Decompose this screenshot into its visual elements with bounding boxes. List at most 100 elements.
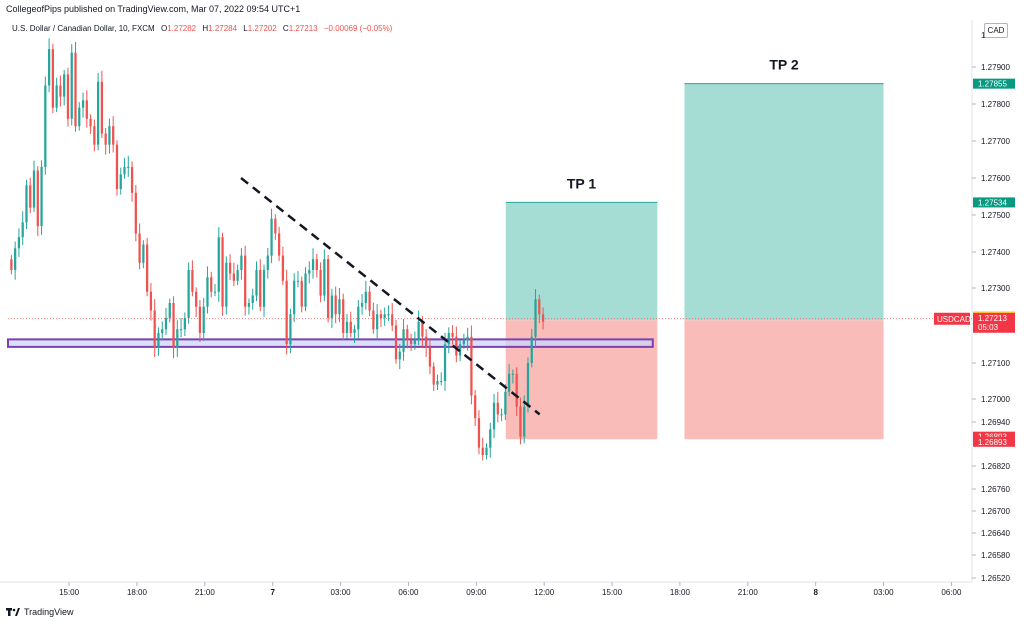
candle-body (176, 329, 179, 348)
price-tick-label: 1.27400 (981, 248, 1010, 257)
candle-body (270, 218, 273, 256)
candle-body (345, 321, 349, 333)
candle-body (164, 318, 168, 330)
candle-body (293, 280, 296, 315)
candle-body (183, 318, 186, 330)
candle-body (251, 295, 254, 303)
grid (0, 20, 973, 583)
candle-body (353, 329, 356, 333)
high-value: 1.27284 (208, 24, 238, 33)
candle-body (51, 49, 55, 108)
time-tick-label: 7 (270, 588, 275, 597)
symbol-tag-label: USDCAD (937, 315, 971, 324)
candle-body (323, 259, 326, 296)
top-bar: CollegeofPips published on TradingView.c… (0, 0, 1024, 20)
candle-body (406, 329, 409, 341)
price-tag-bg (973, 312, 1015, 333)
candle-body (85, 100, 88, 119)
position-zones (505, 83, 884, 440)
time-tick-label: 15:00 (602, 588, 623, 597)
candle-body (44, 85, 47, 167)
symbol-legend: U.S. Dollar / Canadian Dollar, 10, FXCM … (12, 24, 392, 33)
close-value: 1.27213 (288, 24, 318, 33)
time-tick-label: 03:00 (874, 588, 895, 597)
candle-body (281, 255, 285, 281)
candle-body (496, 402, 499, 415)
candle-body (29, 185, 32, 208)
candle-body (255, 270, 258, 296)
candle-body (74, 52, 77, 127)
candle-body (455, 336, 458, 356)
price-tick-label: 1.27100 (981, 359, 1010, 368)
time-tick-label: 18:00 (670, 588, 691, 597)
trendline (240, 177, 541, 416)
candle-body (334, 295, 337, 315)
candle-body (451, 333, 454, 337)
open-label: O (160, 24, 168, 33)
candle-body (66, 74, 70, 119)
price-tag-bg (973, 197, 1015, 208)
candle-body (153, 310, 156, 348)
candle-body (481, 447, 484, 455)
symbol-tag-bg (934, 312, 970, 325)
candle-body (134, 192, 137, 234)
candle-body (436, 381, 439, 385)
candle-body (32, 170, 36, 208)
price-tick-label: 1.27700 (981, 137, 1010, 146)
price-tick-label: 1.27900 (981, 63, 1010, 72)
candle-body (191, 270, 194, 292)
time-tick-label: 21:00 (195, 588, 216, 597)
candle-body (198, 306, 202, 333)
candle-body (379, 314, 383, 318)
candle-body (530, 336, 533, 363)
candle-body (81, 100, 85, 108)
candle-body (440, 381, 443, 382)
candle-body (96, 81, 100, 145)
candle-body (409, 340, 413, 345)
candle-body (93, 126, 96, 145)
candle-body (247, 303, 251, 307)
candle-body (146, 244, 149, 292)
price-tick-label: 1.27000 (981, 395, 1010, 404)
open-value: 1.27282 (167, 24, 197, 33)
candle-body (228, 262, 232, 274)
candle-body (421, 321, 424, 337)
candle-body (338, 299, 341, 315)
candle-body (138, 233, 141, 263)
candle-body (311, 259, 315, 270)
candle-body (259, 270, 262, 307)
candle-body (123, 166, 126, 175)
price-tick-label: 1.27500 (981, 211, 1010, 220)
time-tick-label: 18:00 (127, 588, 148, 597)
price-tag-label: 1.26893 (978, 438, 1007, 447)
candle-body (428, 348, 432, 367)
candle-body (519, 406, 522, 437)
candle-body (232, 273, 235, 281)
candle-body (342, 299, 345, 333)
candle-body (376, 314, 379, 330)
candle-body (78, 107, 81, 127)
close-label: C (282, 24, 289, 33)
candle-body (70, 52, 73, 119)
currency-badge[interactable]: CAD (984, 23, 1008, 38)
candle-body (330, 295, 334, 318)
candle-body (523, 406, 526, 437)
position-label-1: TP 1 (567, 175, 597, 191)
candle-body (55, 85, 58, 108)
price-tag-bg (973, 436, 1015, 447)
candle-body (274, 218, 277, 234)
publisher-info: CollegeofPips published on TradingView.c… (6, 4, 301, 14)
price-tag-bg (973, 431, 1015, 442)
change-value: −0.00069 (−0.05%) (323, 24, 393, 33)
candle-body (225, 262, 228, 307)
candle-body (462, 340, 466, 345)
profit-zone-1 (505, 202, 658, 321)
low-value: 1.27202 (247, 24, 277, 33)
candle-body (511, 373, 515, 375)
candle-body (515, 373, 518, 407)
footer-brand: TradingView (24, 607, 74, 617)
symbol-description[interactable]: U.S. Dollar / Canadian Dollar, 10, FXCM (12, 24, 155, 33)
price-tick-label: 1.27800 (981, 100, 1010, 109)
candle-body (217, 237, 220, 292)
